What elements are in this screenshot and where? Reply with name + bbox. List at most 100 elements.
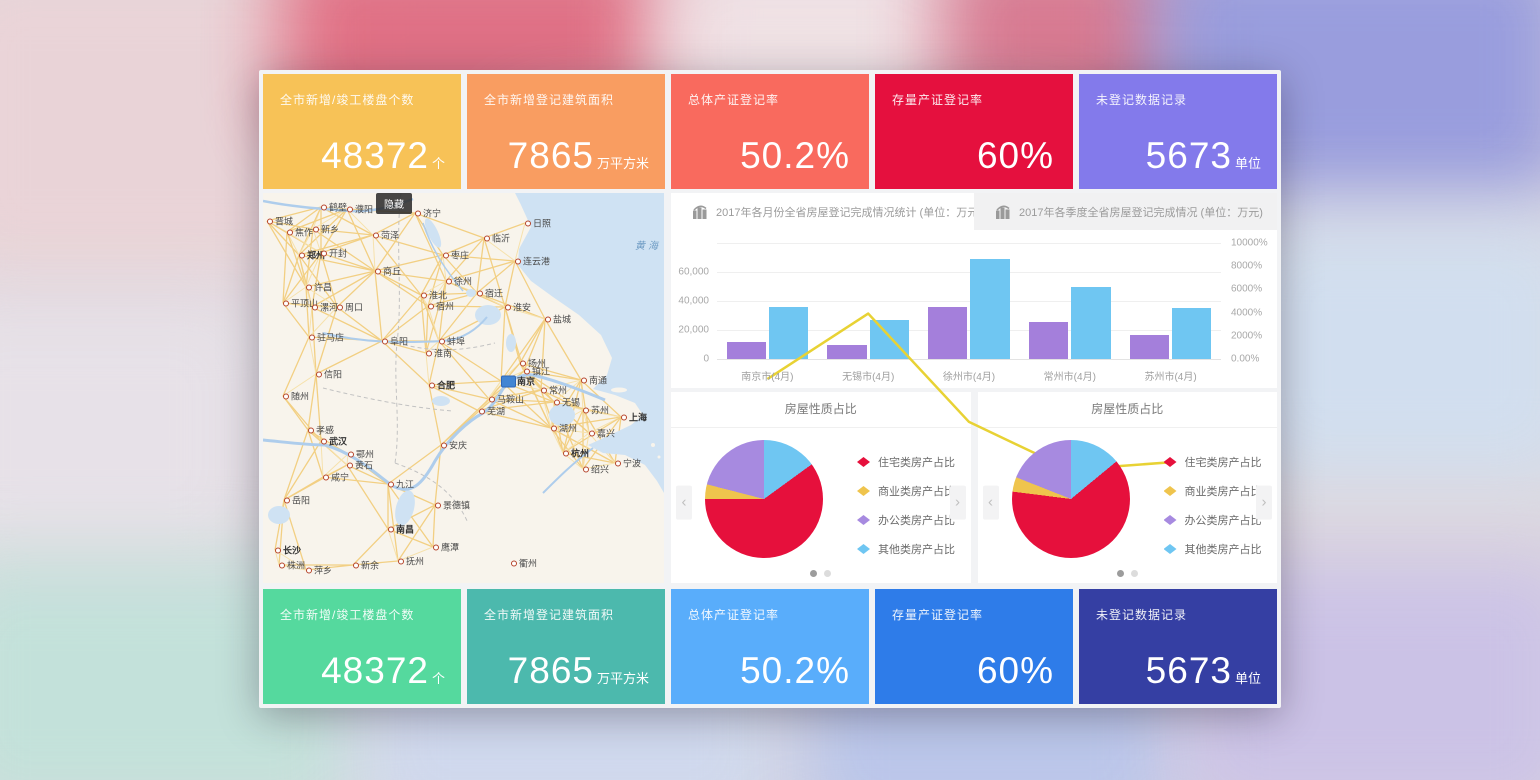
carousel-dot[interactable] xyxy=(1130,570,1138,577)
legend-item[interactable]: 办公类房产占比 xyxy=(857,512,955,528)
y-axis-left-tick: 60,000 xyxy=(678,266,709,278)
map-city-label: 扬州 xyxy=(520,357,546,370)
decorative-blob xyxy=(0,300,260,560)
map-city-label: 宿迁 xyxy=(477,287,503,300)
diamond-marker-icon xyxy=(1163,457,1177,467)
diamond-marker-icon xyxy=(1163,544,1177,554)
city-dot-icon xyxy=(373,232,379,238)
map-city-label: 蚌埠 xyxy=(439,335,465,348)
legend-item[interactable]: 住宅类房产占比 xyxy=(857,454,955,470)
city-marker-icon[interactable] xyxy=(501,375,516,387)
bar-group xyxy=(1120,243,1221,359)
map-city-label: 日照 xyxy=(525,217,551,230)
bar-group xyxy=(919,243,1020,359)
map-city-label: 嘉兴 xyxy=(589,427,615,440)
map-city-label: 信阳 xyxy=(316,368,342,381)
bar-登记数量 xyxy=(1028,322,1069,359)
city-dot-icon xyxy=(308,427,314,433)
city-dot-icon xyxy=(428,303,434,309)
city-dot-icon xyxy=(279,562,285,568)
diamond-marker-icon xyxy=(857,457,870,467)
stat-card-new-buildings: 全市新增/竣工楼盘个数 48372 个 xyxy=(263,74,461,189)
legend-item[interactable]: 其他类房产占比 xyxy=(857,541,955,557)
map-city-label: 长沙 xyxy=(275,544,301,557)
stat-card-unregistered: 未登记数据记录 5673 单位 xyxy=(1079,74,1277,189)
city-dot-icon xyxy=(426,350,432,356)
legend-item[interactable]: 商业类房产占比 xyxy=(857,483,955,499)
x-axis-label: 无锡市(4月) xyxy=(842,372,895,383)
map-city-label: 抚州 xyxy=(398,555,424,568)
stat-card-unit: 万平方米 xyxy=(596,671,649,686)
tab-quarterly-stats[interactable]: 2017年各季度全省房屋登记完成情况 (单位：万元) xyxy=(974,193,1277,230)
map-panel[interactable]: 晋城 鹤壁 濮阳 新乡 焦作 郑州 开封 菏泽 济宁 枣庄 商丘 徐州 淮北 宿州 许昌 平顶山 漯河 周口 驻马店… xyxy=(263,193,664,583)
stat-card-stock-rate: 存量产证登记率 60% xyxy=(875,74,1073,189)
legend-item[interactable]: 其他类房产占比 xyxy=(1163,541,1262,557)
stat-card-title: 全市新增登记建筑面积 xyxy=(484,608,615,622)
carousel-dot[interactable] xyxy=(810,570,818,577)
stat-card-value: 5673 xyxy=(1145,650,1232,691)
city-dot-icon xyxy=(353,562,359,568)
chevron-left-icon[interactable]: ‹ xyxy=(982,485,999,520)
city-dot-icon xyxy=(284,497,290,503)
bar-办结数量 xyxy=(1071,286,1111,359)
city-dot-icon xyxy=(321,204,327,210)
city-dot-icon xyxy=(520,360,526,366)
map-city-label: 濮阳 xyxy=(347,203,373,216)
map-city-label: 淮安 xyxy=(505,301,531,314)
chevron-left-icon[interactable]: ‹ xyxy=(676,485,692,520)
stat-card-title: 存量产证登记率 xyxy=(892,93,984,107)
map-city-label: 上海 xyxy=(621,411,647,424)
city-dot-icon xyxy=(309,334,315,340)
dashboard: 全市新增/竣工楼盘个数 48372 个 全市新增登记建筑面积 7865 万平方米 总… xyxy=(259,70,1281,708)
stat-card-value: 50.2% xyxy=(740,135,850,176)
stat-card-value: 7865 xyxy=(507,650,594,691)
city-dot-icon xyxy=(479,408,485,414)
chart-tabs: 2017年各月份全省房屋登记完成情况统计 (单位：万元) 2017年各季度全省房… xyxy=(671,193,1277,230)
map-city-label: 株洲 xyxy=(279,559,305,572)
legend-item[interactable]: 办公类房产占比 xyxy=(1163,512,1262,528)
stat-card-stock-rate: 存量产证登记率 60% xyxy=(875,589,1073,704)
map-hide-button[interactable]: 隐藏 xyxy=(376,193,412,214)
stat-card-value: 60% xyxy=(976,135,1054,176)
map-city-label: 晋城 xyxy=(267,215,293,228)
pie-title: 房屋性质占比 xyxy=(671,392,971,428)
legend-label: 办公类房产占比 xyxy=(878,515,955,527)
legend-label: 其他类房产占比 xyxy=(1184,544,1262,556)
tab-monthly-stats[interactable]: 2017年各月份全省房屋登记完成情况统计 (单位：万元) xyxy=(671,193,974,230)
legend-item[interactable]: 住宅类房产占比 xyxy=(1163,454,1262,470)
y-axis-right-tick: 8000% xyxy=(1231,260,1263,272)
city-dot-icon xyxy=(347,206,353,212)
diamond-marker-icon xyxy=(1163,486,1177,496)
map-city-label: 新余 xyxy=(353,559,379,572)
carousel-dot[interactable] xyxy=(1116,570,1124,577)
chevron-right-icon[interactable]: › xyxy=(949,485,966,520)
y-axis-left-tick: 0 xyxy=(703,353,709,365)
stat-card-title: 全市新增/竣工楼盘个数 xyxy=(280,608,415,622)
city-dot-icon xyxy=(321,438,327,444)
stat-card-unit: 万平方米 xyxy=(596,156,649,171)
stat-card-unit: 个 xyxy=(431,156,445,171)
legend-item[interactable]: 商业类房产占比 xyxy=(1163,483,1262,499)
stat-card-value: 48372 xyxy=(321,650,429,691)
map-city-label: 周口 xyxy=(337,301,363,314)
pie-panel-right: 房屋性质占比 ‹ 住宅类房产占比 商业类房产占比 办公类房产占比 其他类房产占比 › xyxy=(977,392,1277,583)
bar-chart-panel: 2017年各月份全省房屋登记完成情况统计 (单位：万元) 2017年各季度全省房… xyxy=(671,193,1277,388)
city-dot-icon xyxy=(388,481,394,487)
city-dot-icon xyxy=(299,252,305,258)
map-city-label: 合肥 xyxy=(429,379,455,392)
stat-card-value: 60% xyxy=(976,650,1054,691)
bar-办结数量 xyxy=(768,306,809,359)
carousel-dot[interactable] xyxy=(824,570,832,577)
gridline xyxy=(717,272,1221,273)
map-city-layer: 晋城 鹤壁 濮阳 新乡 焦作 郑州 开封 菏泽 济宁 枣庄 商丘 徐州 淮北 宿州 许昌 平顶山 漯河 周口 驻马店… xyxy=(263,193,664,583)
diamond-marker-icon xyxy=(857,544,870,554)
map-city-label: 鹤壁 xyxy=(321,201,347,214)
city-dot-icon xyxy=(583,407,589,413)
bar-groups xyxy=(717,243,1221,359)
map-city-label: 杭州 xyxy=(563,447,589,460)
stat-card-overall-rate: 总体产证登记率 50.2% xyxy=(671,589,869,704)
city-dot-icon xyxy=(441,442,447,448)
chevron-right-icon[interactable]: › xyxy=(1256,485,1272,520)
city-dot-icon xyxy=(541,387,547,393)
stat-card-title: 未登记数据记录 xyxy=(1096,93,1188,107)
